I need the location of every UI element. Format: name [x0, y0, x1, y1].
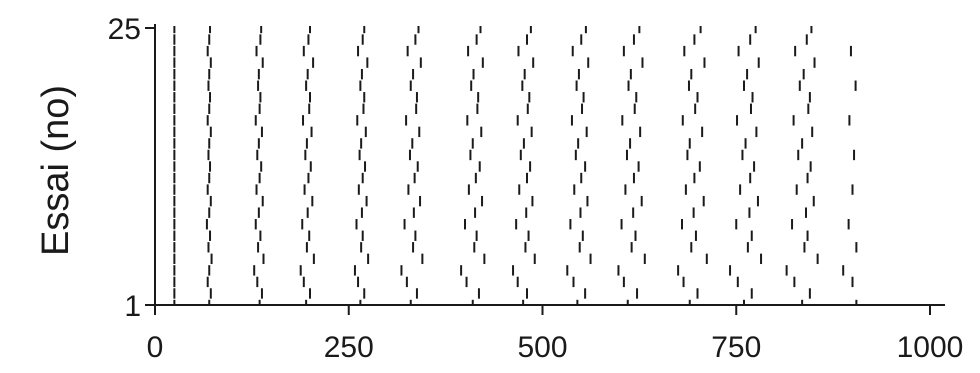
x-axis-ticks: 0 250 500 750 1000	[147, 305, 964, 364]
x-tick-label: 750	[711, 331, 761, 364]
x-tick-label: 0	[147, 331, 164, 364]
spike-raster	[173, 26, 858, 305]
y-axis-ticks: 1 25	[108, 13, 155, 323]
y-axis-label: Essai (no)	[35, 85, 77, 256]
x-tick-label: 1000	[897, 331, 964, 364]
x-tick-label: 500	[517, 331, 567, 364]
y-tick-label: 25	[108, 13, 141, 46]
x-tick-label: 250	[324, 331, 374, 364]
y-tick-label: 1	[124, 290, 141, 323]
